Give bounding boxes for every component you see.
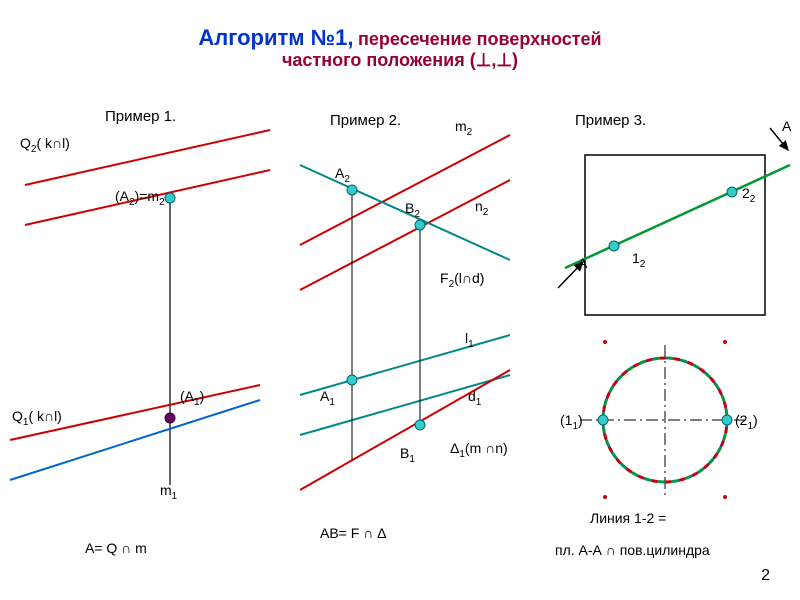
ex3-red-dot (723, 495, 727, 499)
ex3-red-dot (603, 340, 607, 344)
ex1-m1-label: m1 (160, 482, 177, 502)
ex3-eq2: пл. А-А ∩ пов.цилиндра (555, 542, 710, 558)
ex3-red-dot (603, 495, 607, 499)
ex3-point-21 (722, 415, 732, 425)
ex2-m2-label: m2 (455, 118, 472, 138)
ex2-f2-label: F2(l∩d) (440, 270, 484, 290)
ex3-22-label: 22 (742, 185, 755, 205)
diagram-svg (0, 0, 800, 600)
ex3-21-label: (21) (735, 412, 758, 432)
ex2-a2-label: A2 (335, 165, 350, 185)
ex1-equation: A= Q ∩ m (85, 540, 147, 556)
ex2-point-a1 (347, 375, 357, 385)
ex2-point-a2 (347, 185, 357, 195)
ex1-point-a1 (165, 413, 175, 423)
ex2-m2 (300, 135, 510, 245)
ex1-a1-label: (A1) (180, 388, 204, 408)
ex2-n2-label: n2 (475, 198, 488, 218)
ex3-A-top: A (782, 118, 791, 134)
ex2-a1-label: A1 (320, 388, 335, 408)
ex3-A-left: A (578, 255, 587, 271)
page-number: 2 (761, 567, 770, 585)
ex2-b2-label: B2 (405, 200, 420, 220)
ex1-point-a2 (165, 193, 175, 203)
ex2-delta1-label: Δ1(m ∩n) (450, 440, 508, 460)
ex3-red-dot (723, 340, 727, 344)
ex1-a2m2-label: (A2)=m2 (115, 188, 165, 208)
ex3-group (558, 128, 790, 499)
ex3-green-line (565, 165, 790, 268)
ex3-12-label: 12 (632, 250, 645, 270)
ex3-rect (585, 155, 765, 315)
ex2-l1-label: l1 (465, 330, 474, 350)
ex2-point-b1 (415, 420, 425, 430)
ex2-b1-label: B1 (400, 445, 415, 465)
ex1-q2-label: Q2( k∩l) (20, 135, 70, 155)
ex2-d1-label: d1 (468, 388, 481, 408)
ex1-group (10, 130, 270, 485)
ex2-point-b2 (415, 220, 425, 230)
ex1-q1-label: Q1( k∩l) (12, 408, 62, 428)
ex2-l1 (300, 335, 510, 395)
ex3-point-11 (598, 415, 608, 425)
ex2-group (300, 135, 510, 490)
ex3-point-12 (609, 241, 619, 251)
ex3-eq1: Линия 1-2 = (590, 510, 666, 526)
ex2-equation: AB= F ∩ Δ (320, 525, 387, 541)
ex3-11-label: (11) (560, 412, 583, 432)
ex3-point-22 (727, 187, 737, 197)
